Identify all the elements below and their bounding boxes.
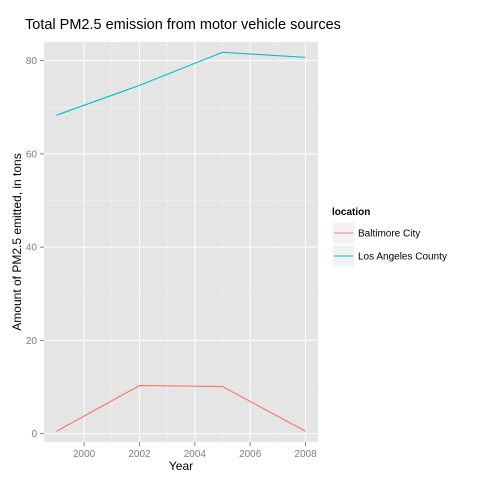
x-tick-label: 2006	[239, 449, 262, 460]
y-tick-label: 60	[26, 149, 38, 160]
minor-gridlines	[44, 42, 318, 442]
x-tick-label: 2000	[73, 449, 96, 460]
chart-title: Total PM2.5 emission from motor vehicle …	[25, 17, 341, 33]
series-layer	[56, 51, 306, 432]
x-tick-label: 2004	[184, 449, 207, 460]
x-tick-label: 2002	[128, 449, 151, 460]
y-tick-label: 80	[26, 56, 38, 67]
y-tick-label: 0	[31, 429, 37, 440]
legend-label: Los Angeles County	[358, 252, 447, 263]
y-tick-label: 40	[26, 243, 38, 254]
legend-title: location	[332, 207, 370, 218]
x-tick-label: 2008	[294, 449, 317, 460]
y-tick-label: 20	[26, 336, 38, 347]
legend-label: Baltimore City	[358, 229, 420, 240]
x-axis-ticks: 2000 2002 2004 2006 2008	[73, 442, 317, 460]
y-axis-ticks: 0 20 40 60 80	[26, 56, 44, 440]
legend: location Baltimore City Los Angeles Count…	[331, 207, 447, 268]
major-gridlines	[44, 42, 318, 442]
plot-panel	[44, 42, 318, 442]
series-line-2	[56, 51, 306, 116]
y-axis-title: Amount of PM2.5 emitted, in tons	[10, 153, 24, 330]
series-line-1	[56, 385, 306, 432]
x-axis-title: Year	[169, 459, 193, 473]
